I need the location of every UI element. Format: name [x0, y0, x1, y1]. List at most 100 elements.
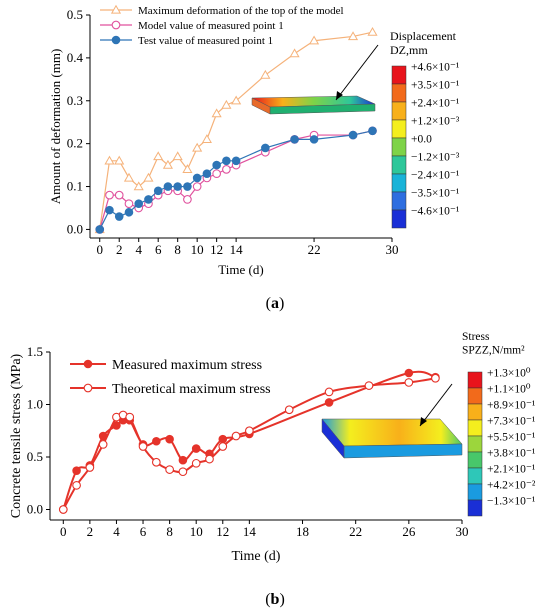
plot-frame-a	[89, 15, 392, 239]
data-point-series-3	[124, 207, 134, 217]
x-tick-label: 4	[113, 524, 120, 539]
x-axis-label: Time (d)	[232, 549, 281, 564]
legend-label-1: Measured maximum stress	[112, 358, 262, 373]
colorbar-label: +4.6×10⁻¹	[411, 62, 460, 74]
data-point-series-1	[133, 181, 144, 191]
data-point-series-1	[192, 142, 203, 152]
x-tick-label: 10	[190, 524, 203, 539]
colorbar-swatch	[467, 419, 483, 437]
panel-a: 0 2 4 6 8 10 12 14 22 30 0.0 0.1 0.2 0.3 0.4 0.5 Time (d…	[48, 4, 460, 312]
data-point-series-3	[114, 212, 124, 221]
x-axis-label: Time (d)	[218, 262, 263, 277]
legend-marker-1	[110, 4, 122, 14]
data-point-series-3	[290, 135, 299, 144]
colorbar-swatch	[391, 191, 407, 211]
data-point-series-2	[98, 440, 108, 449]
y-tick-label: 0.5	[67, 7, 83, 22]
x-tick-label: 18	[296, 524, 309, 539]
colorbar-swatch	[391, 65, 407, 85]
data-point-series-2	[178, 467, 188, 477]
data-point-series-2	[218, 442, 228, 451]
data-point-series-2	[364, 381, 374, 390]
x-tick-label: 6	[155, 242, 162, 257]
colorbar-unit: SPZZ,N/mm²	[462, 345, 525, 357]
y-tick-label: 0.2	[67, 136, 83, 151]
colorbar-label: +1.3×10⁰	[487, 368, 531, 380]
legend-label-2: Model value of measured point 1	[138, 20, 284, 32]
colorbar-swatch	[467, 499, 483, 517]
colorbar-label: −1.2×10⁻³	[411, 152, 460, 164]
x-tick-label: 14	[243, 524, 257, 539]
data-point-series-1	[309, 35, 320, 45]
data-point-series-3	[368, 126, 377, 136]
data-point-series-3	[348, 130, 358, 140]
colorbar-swatch	[467, 371, 483, 389]
colorbar-label: +8.9×10⁻¹	[487, 400, 536, 412]
colorbar-swatch	[467, 387, 483, 405]
x-tick-label: 0	[96, 242, 103, 257]
colorbar-label: +1.1×10⁰	[487, 384, 531, 396]
colorbar-swatch	[467, 403, 483, 421]
y-axis-label: Concrete tensile stress (MPa)	[9, 353, 24, 518]
data-point-series-3	[163, 182, 173, 191]
colorbar-unit: DZ,mm	[390, 43, 428, 57]
data-point-series-2	[284, 405, 294, 415]
legend-marker-3	[111, 35, 121, 45]
colorbar-swatch	[391, 83, 407, 103]
colorbar-swatch	[467, 451, 483, 469]
colorbar-swatch	[391, 173, 407, 193]
colorbar-swatch	[391, 137, 407, 157]
data-point-series-3	[202, 169, 212, 178]
data-point-series-3	[192, 173, 202, 183]
data-point-series-1	[347, 31, 359, 41]
data-point-series-2	[114, 190, 124, 200]
data-point-series-2	[205, 454, 214, 464]
x-tick-label: 10	[191, 242, 204, 257]
y-tick-label: 0.0	[67, 221, 83, 236]
data-point-series-1	[404, 368, 414, 378]
x-tick-label: 8	[166, 524, 173, 539]
data-point-series-1	[153, 151, 164, 161]
data-point-series-3	[173, 182, 182, 191]
data-point-series-2	[245, 426, 254, 436]
colorbar-label: +0.0	[411, 134, 432, 146]
data-point-series-1	[178, 455, 188, 465]
x-tick-label: 0	[60, 524, 67, 539]
y-tick-label: 0.1	[67, 179, 83, 194]
data-point-series-1	[324, 398, 334, 407]
colorbar-label: +2.4×10⁻¹	[411, 98, 460, 110]
x-tick-label: 22	[349, 524, 362, 539]
data-point-series-1	[211, 108, 222, 118]
colorbar-label: +2.1×10⁻¹	[487, 464, 536, 476]
data-point-series-1	[191, 444, 201, 453]
y-axis-label: Amount of deformation (mm)	[48, 49, 63, 205]
data-point-series-1	[221, 99, 232, 109]
data-point-series-2	[191, 458, 201, 468]
data-point-series-1	[152, 436, 161, 446]
fe-model-inset-a	[251, 44, 379, 115]
y-tick-label: 0.3	[67, 93, 83, 108]
data-point-series-3	[105, 205, 114, 215]
data-point-series-3	[222, 156, 231, 166]
legend-a: Maximum deformation of the top of the mo…	[100, 4, 344, 47]
colorbar-title: Stress	[462, 331, 490, 343]
x-tick-label: 22	[308, 242, 321, 257]
series-line-3	[99, 130, 373, 230]
data-point-series-1	[182, 164, 193, 174]
data-point-series-3	[95, 225, 105, 234]
panel-b: 0 2 4 6 8 10 12 14 18 22 26 30 0.0 0.5 1.0 1.5 Time (d) C…	[9, 331, 536, 608]
colorbar-swatch	[467, 483, 483, 501]
plot-frame-b	[49, 352, 462, 521]
y-tick-label: 0.5	[27, 449, 43, 464]
y-tick-label: 0.0	[27, 502, 43, 517]
colorbar-swatch	[391, 101, 407, 121]
legend-b: Measured maximum stress Theoretical maxim…	[70, 358, 271, 397]
colorbar-swatch	[391, 119, 407, 139]
series-line-1	[99, 31, 373, 230]
colorbar-label: +4.2×10⁻²	[487, 480, 536, 492]
colorbar-label: −3.5×10⁻¹	[411, 188, 460, 200]
x-tick-label: 2	[87, 524, 94, 539]
legend-label-2: Theoretical maximum stress	[112, 382, 271, 397]
